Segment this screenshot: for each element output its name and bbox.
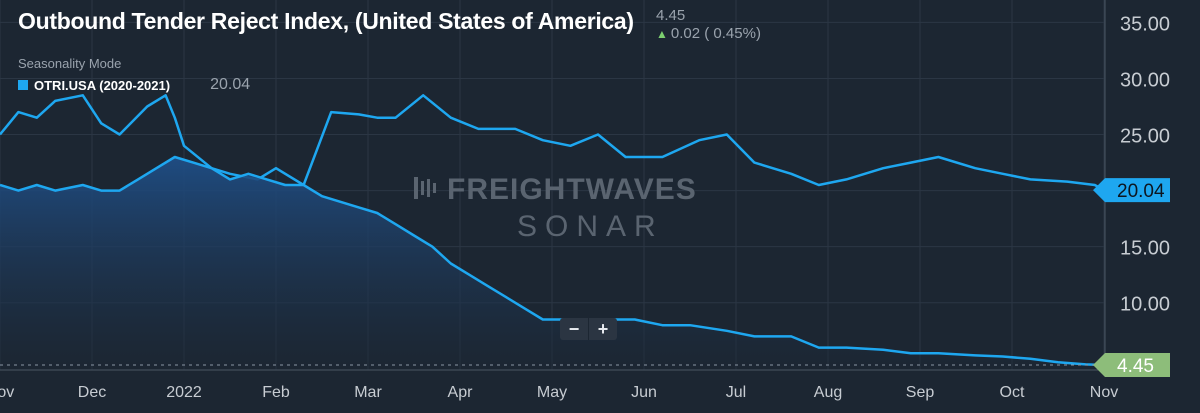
watermark-line1: FREIGHTWAVES — [447, 173, 697, 206]
x-tick-label: Sep — [906, 384, 935, 401]
last-value: 4.45 — [656, 7, 686, 24]
legend-swatch — [18, 80, 28, 90]
chart-title: Outbound Tender Reject Index, (United St… — [18, 8, 634, 34]
x-tick-label: Nov — [1090, 384, 1118, 401]
value-tags: 20.04 4.45 — [1093, 178, 1170, 377]
change-readout: ▲ 0.02 ( 0.45%) — [656, 25, 761, 42]
x-tick-label: Aug — [814, 384, 842, 401]
y-tick-label: 30.00 — [1120, 69, 1170, 91]
value-tag: 20.04 — [1093, 178, 1170, 203]
x-tick-label: Apr — [448, 384, 474, 401]
legend-series-value: 20.04 — [210, 76, 251, 93]
y-tick-label: 15.00 — [1120, 238, 1170, 260]
x-tick-label: Jul — [726, 384, 746, 401]
zoom-out-button[interactable]: − — [568, 319, 580, 339]
watermark: FREIGHTWAVES SONAR — [414, 173, 697, 243]
legend-series-name[interactable]: OTRI.USA (2020-2021) — [34, 77, 171, 93]
y-tick-label: 35.00 — [1120, 13, 1170, 35]
x-tick-label: Jun — [631, 384, 657, 401]
legend: OTRI.USA (2020-2021) 20.04 — [18, 76, 250, 94]
value-tag-label: 20.04 — [1117, 181, 1165, 202]
zoom-controls: − + — [560, 318, 617, 340]
value-tag: 4.45 — [1093, 352, 1170, 377]
value-tag-label: 4.45 — [1117, 356, 1154, 377]
x-tick-label: Oct — [1000, 384, 1025, 401]
y-tick-label: 10.00 — [1120, 294, 1170, 316]
series-line-1 — [0, 155, 1105, 367]
change-value: 0.02 ( 0.45%) — [670, 25, 761, 42]
watermark-line2: SONAR — [517, 210, 664, 243]
watermark-logo-icon — [414, 177, 436, 199]
x-tick-label: Nov — [0, 384, 14, 401]
y-tick-label: 25.00 — [1120, 126, 1170, 148]
x-tick-label: 2022 — [166, 384, 202, 401]
value-tag-bg — [1093, 352, 1170, 377]
seasonality-mode-label: Seasonality Mode — [18, 56, 122, 71]
series — [0, 94, 1105, 370]
series-area-fill — [0, 157, 1104, 370]
up-arrow-icon: ▲ — [656, 27, 668, 41]
series-line-0 — [0, 94, 1105, 192]
x-tick-label: May — [537, 384, 567, 401]
x-tick-label: Dec — [78, 384, 106, 401]
zoom-in-button[interactable]: + — [588, 318, 617, 340]
value-tag-bg — [1093, 178, 1170, 203]
x-tick-label: Feb — [262, 384, 290, 401]
x-tick-label: Mar — [354, 384, 382, 401]
